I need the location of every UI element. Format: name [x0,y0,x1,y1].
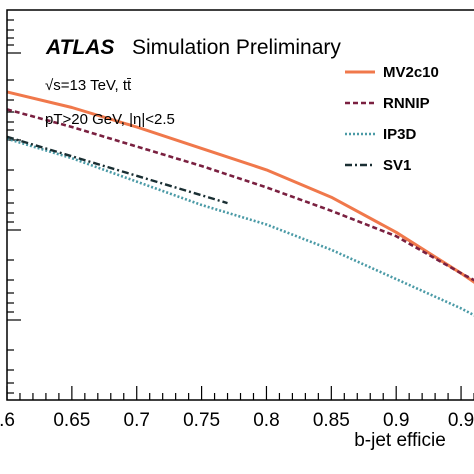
legend-label: IP3D [383,126,417,143]
legend-label: RNNIP [383,95,430,112]
experiment-label: ATLAS [45,36,114,59]
ticks-layer: .6 0.65 0.7 0.75 0.8 0.85 0.9 0.9 [0,19,474,431]
x-tick-label: .6 [0,410,15,431]
legend: MV2c10 RNNIP IP3D SV1 [345,64,439,174]
x-axis-title: b-jet efficie [354,430,446,451]
x-tick-label: 0.9 [383,410,409,431]
plot-frame [6,9,474,401]
atlas-label: ATLAS Simulation Preliminary [45,36,341,59]
series-line-sv1 [6,135,228,205]
legend-label: MV2c10 [383,64,439,81]
x-tick-label: 0.9 [448,410,474,431]
x-tick-label: 0.75 [183,410,220,431]
info-line-cuts: pT>20 GeV, |η|<2.5 [45,111,175,128]
x-tick-label: 0.85 [313,410,350,431]
info-line-energy: √s=13 TeV, tt̄ [45,77,132,94]
simulation-label: Simulation Preliminary [132,36,341,59]
series-line-rnnip [6,108,474,282]
x-tick-label: 0.7 [124,410,150,431]
x-tick-label: 0.8 [253,410,279,431]
series-layer [6,90,474,317]
series-line-ip3d [6,137,474,317]
legend-label: SV1 [383,157,411,174]
x-tick-label: 0.65 [53,410,90,431]
